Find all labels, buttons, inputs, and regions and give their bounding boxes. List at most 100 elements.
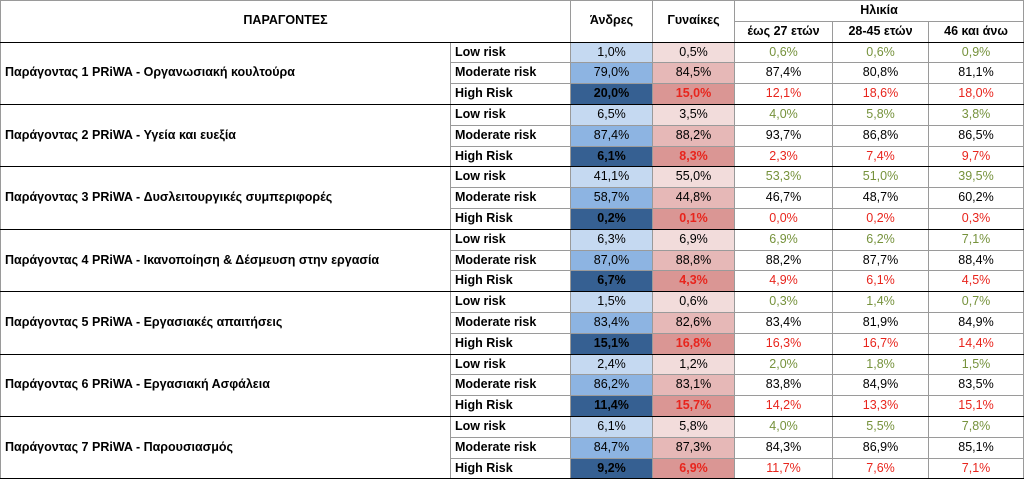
men-value: 6,7% <box>570 270 654 293</box>
risk-level-label: High Risk <box>449 207 572 230</box>
table-row: Παράγοντας 2 PRiWA - Υγεία και ευεξία Low… <box>0 103 1024 168</box>
women-value: 16,8% <box>652 332 736 355</box>
age-value: 2,3% <box>734 145 834 168</box>
table-row: Παράγοντας 4 PRiWA - Ικανοποίηση & Δέσμε… <box>0 228 1024 293</box>
table-row: Παράγοντας 6 PRiWA - Εργασιακή Ασφάλεια L… <box>0 353 1024 417</box>
men-value: 6,1% <box>570 415 654 438</box>
age-value: 13,3% <box>832 395 930 417</box>
age-value: 84,9% <box>928 311 1024 334</box>
women-header: Γυναίκες <box>652 0 736 43</box>
women-value: 8,3% <box>652 145 736 168</box>
age-value: 83,8% <box>734 374 834 397</box>
age-value: 46,7% <box>734 187 834 209</box>
age-value: 18,6% <box>832 83 930 105</box>
women-value: 1,2% <box>652 353 736 376</box>
women-value: 88,2% <box>652 124 736 147</box>
age-value: 5,8% <box>832 103 930 126</box>
men-value: 1,0% <box>570 41 654 64</box>
table-row: Παράγοντας 3 PRiWA - Δυσλειτουργικές συμ… <box>0 166 1024 230</box>
age-value: 7,1% <box>928 457 1024 480</box>
age-value: 60,2% <box>928 187 1024 209</box>
age-value: 48,7% <box>832 187 930 209</box>
men-header: Άνδρες <box>570 0 654 43</box>
risk-level-label: High Risk <box>449 332 572 355</box>
factor-name: Παράγοντας 7 PRiWA - Παρουσιασμός <box>0 415 451 480</box>
age-value: 4,5% <box>928 270 1024 293</box>
risk-level-label: Low risk <box>449 166 572 189</box>
risk-level-label: Low risk <box>449 353 572 376</box>
age-value: 87,7% <box>832 249 930 272</box>
women-value: 0,5% <box>652 41 736 64</box>
age-value: 12,1% <box>734 83 834 105</box>
age-value: 1,4% <box>832 291 930 313</box>
table-row: Moderate risk 87,4% 88,2% 93,7% 86,8% 86,5% <box>1 124 1024 147</box>
men-value: 1,5% <box>570 291 654 313</box>
risk-level-label: Low risk <box>449 41 572 64</box>
age-value: 6,2% <box>832 228 930 251</box>
age-value: 85,1% <box>928 436 1024 459</box>
table-row: Moderate risk 86,2% 83,1% 83,8% 84,9% 83,5% <box>1 374 1024 397</box>
age-value: 0,3% <box>928 207 1024 230</box>
age-value: 39,5% <box>928 166 1024 189</box>
men-value: 58,7% <box>570 187 654 209</box>
risk-level-label: Low risk <box>449 228 572 251</box>
risk-level-label: High Risk <box>449 83 572 105</box>
age-value: 88,2% <box>734 249 834 272</box>
women-value: 4,3% <box>652 270 736 293</box>
age-value: 86,8% <box>832 124 930 147</box>
age-value: 80,8% <box>832 62 930 85</box>
men-value: 6,3% <box>570 228 654 251</box>
table-row: Παράγοντας 1 PRiWA - Οργανωσιακή κουλτού… <box>0 41 1024 105</box>
men-value: 41,1% <box>570 166 654 189</box>
age-value: 3,8% <box>928 103 1024 126</box>
women-value: 6,9% <box>652 228 736 251</box>
factors-header: ΠΑΡΑΓΟΝΤΕΣ <box>0 0 572 43</box>
risk-level-label: High Risk <box>449 145 572 168</box>
factor-name: Παράγοντας 4 PRiWA - Ικανοποίηση & Δέσμε… <box>0 228 451 293</box>
age-value: 16,7% <box>832 332 930 355</box>
table-row: Moderate risk 83,4% 82,6% 83,4% 81,9% 84,9% <box>1 311 1024 334</box>
risk-level-label: High Risk <box>449 395 572 417</box>
factor-name: Παράγοντας 3 PRiWA - Δυσλειτουργικές συμ… <box>0 166 451 230</box>
age-value: 2,0% <box>734 353 834 376</box>
men-value: 0,2% <box>570 207 654 230</box>
age-value: 86,9% <box>832 436 930 459</box>
age-value: 4,0% <box>734 415 834 438</box>
women-value: 44,8% <box>652 187 736 209</box>
men-value: 87,0% <box>570 249 654 272</box>
age-value: 87,4% <box>734 62 834 85</box>
age-value: 51,0% <box>832 166 930 189</box>
risk-level-label: Moderate risk <box>449 249 572 272</box>
women-value: 82,6% <box>652 311 736 334</box>
age-value: 7,8% <box>928 415 1024 438</box>
age-value: 0,0% <box>734 207 834 230</box>
risk-level-label: Moderate risk <box>449 311 572 334</box>
age-value: 9,7% <box>928 145 1024 168</box>
age-group-header: 28-45 ετών <box>832 20 930 43</box>
age-value: 81,9% <box>832 311 930 334</box>
age-value: 14,4% <box>928 332 1024 355</box>
risk-level-label: Low risk <box>449 291 572 313</box>
age-value: 0,7% <box>928 291 1024 313</box>
age-value: 84,9% <box>832 374 930 397</box>
factor-name: Παράγοντας 1 PRiWA - Οργανωσιακή κουλτού… <box>0 41 451 105</box>
women-value: 87,3% <box>652 436 736 459</box>
women-value: 55,0% <box>652 166 736 189</box>
age-value: 11,7% <box>734 457 834 480</box>
women-value: 15,7% <box>652 395 736 417</box>
age-value: 88,4% <box>928 249 1024 272</box>
women-value: 3,5% <box>652 103 736 126</box>
age-value: 4,0% <box>734 103 834 126</box>
risk-level-label: Low risk <box>449 103 572 126</box>
age-value: 0,6% <box>832 41 930 64</box>
risk-level-label: Moderate risk <box>449 187 572 209</box>
men-value: 15,1% <box>570 332 654 355</box>
men-value: 79,0% <box>570 62 654 85</box>
women-value: 0,6% <box>652 291 736 313</box>
women-value: 15,0% <box>652 83 736 105</box>
table-body: Παράγοντας 1 PRiWA - Οργανωσιακή κουλτού… <box>0 41 1024 480</box>
women-value: 84,5% <box>652 62 736 85</box>
age-value: 0,3% <box>734 291 834 313</box>
women-value: 6,9% <box>652 457 736 480</box>
